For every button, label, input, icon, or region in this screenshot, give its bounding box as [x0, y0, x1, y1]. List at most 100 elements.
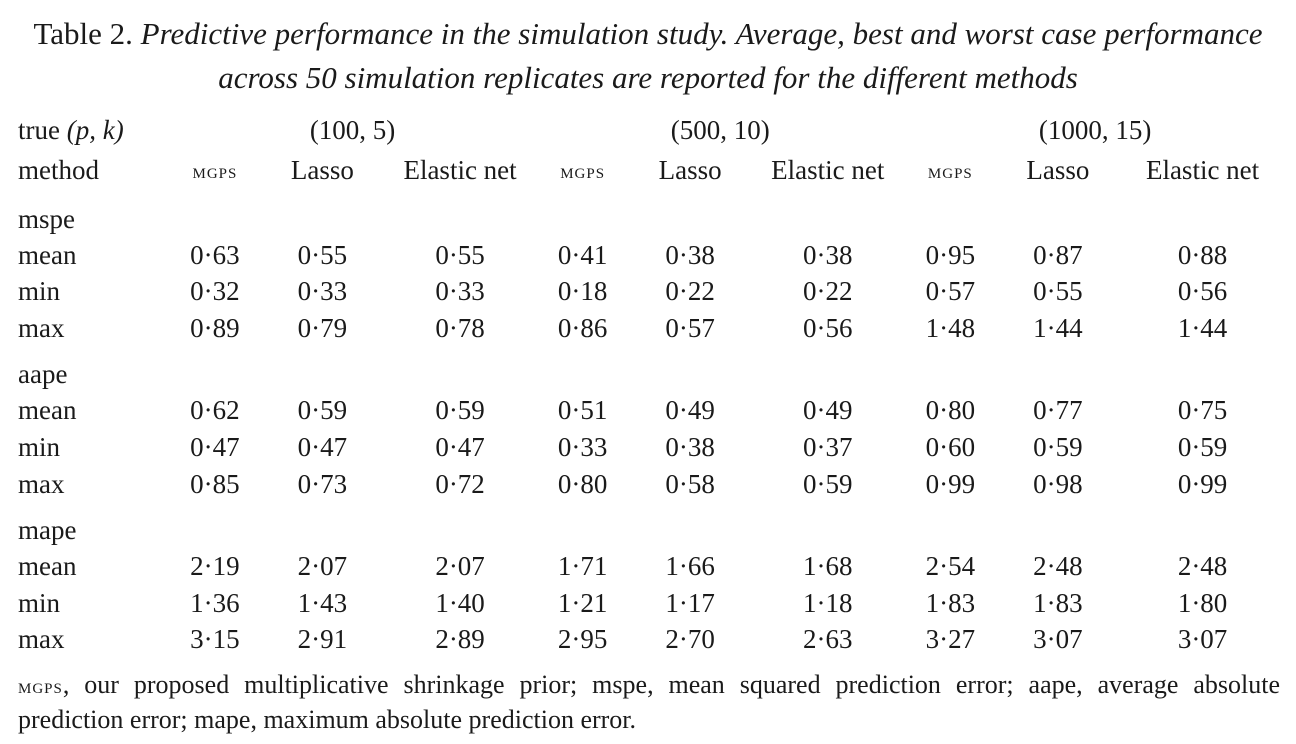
table-cell: 0·58: [665, 468, 715, 499]
table-cell: 1·21: [557, 587, 608, 618]
table-cell: 0·57: [925, 276, 976, 307]
table-cell: 0·33: [557, 431, 608, 462]
section-label: mspe: [18, 203, 75, 234]
table-caption: Table 2. Predictive performance in the s…: [0, 12, 1296, 100]
table-cell: 0·38: [665, 431, 715, 462]
true-label: true: [18, 115, 60, 145]
table-cell: 2·70: [665, 624, 715, 655]
group-header: (100, 5): [309, 115, 396, 145]
table-cell: 1·66: [665, 551, 715, 582]
table-cell: 0·47: [190, 431, 240, 462]
table-cell: 2·63: [803, 624, 853, 655]
table-row: min 0·47 0·47 0·47 0·33 0·38 0·37 0·60 0·59 0·59: [18, 429, 1286, 466]
table-cell: 0·38: [665, 239, 715, 270]
row-label: min: [18, 276, 61, 307]
table-cell: 0·51: [557, 395, 608, 426]
table-cell: 0·55: [297, 239, 348, 270]
table-cell: 2·07: [297, 551, 348, 582]
table-cell: 2·54: [925, 551, 976, 582]
table-cell: 0·49: [665, 395, 715, 426]
table-cell: 0·41: [557, 239, 608, 270]
section-row: mape: [18, 502, 1286, 548]
table-cell: 3·07: [1033, 624, 1083, 655]
table-cell: 0·33: [435, 276, 485, 307]
table-body: true (p, k) (100, 5) (500, 10) (1000, 15…: [18, 112, 1286, 658]
table-cell: 1·68: [803, 551, 853, 582]
table-cell: 0·33: [297, 276, 348, 307]
pk-label: (p, k): [66, 115, 124, 145]
table-cell: 0·57: [665, 312, 715, 343]
table-cell: 0·18: [557, 276, 608, 307]
table-cell: 1·83: [925, 587, 976, 618]
header-row-method: method mgps Lasso Elastic net mgps Lasso…: [18, 149, 1286, 191]
table-cell: 0·32: [190, 276, 240, 307]
table-cell: 0·85: [190, 468, 240, 499]
row-label: max: [18, 312, 65, 343]
table-cell: 0·59: [435, 395, 485, 426]
group-header: (500, 10): [670, 115, 770, 145]
table-cell: 0·73: [297, 468, 348, 499]
table-cell: 0·59: [1177, 431, 1228, 462]
table-cell: 0·55: [435, 239, 485, 270]
table-cell: 1·48: [925, 312, 976, 343]
table-cell: 0·88: [1177, 239, 1228, 270]
table-cell: 1·17: [665, 587, 715, 618]
table-cell: 1·71: [557, 551, 608, 582]
table-cell: 0·47: [297, 431, 348, 462]
table-cell: 0·63: [190, 239, 240, 270]
table-row: max 0·89 0·79 0·78 0·86 0·57 0·56 1·48 1·44 1·44: [18, 310, 1286, 347]
table-cell: 0·89: [190, 312, 240, 343]
table-cell: 0·22: [803, 276, 853, 307]
section-row: aape: [18, 346, 1286, 392]
table-cell: 0·95: [925, 239, 976, 270]
table-cell: 0·56: [803, 312, 853, 343]
method-header: Elastic net: [1145, 154, 1260, 185]
method-header: Lasso: [290, 154, 354, 185]
table-cell: 0·62: [190, 395, 240, 426]
table-row: mean 0·63 0·55 0·55 0·41 0·38 0·38 0·95 0·87 0·88: [18, 237, 1286, 274]
method-header: mgps: [192, 157, 238, 183]
table-cell: 1·80: [1177, 587, 1228, 618]
table-row: mean 0·62 0·59 0·59 0·51 0·49 0·49 0·80 0·77 0·75: [18, 392, 1286, 429]
method-header: Lasso: [1026, 154, 1090, 185]
table-cell: 0·87: [1033, 239, 1083, 270]
table-row: max 0·85 0·73 0·72 0·80 0·58 0·59 0·99 0·98 0·99: [18, 466, 1286, 503]
row-label: mean: [18, 551, 77, 582]
table-cell: 0·59: [803, 468, 853, 499]
method-header: Elastic net: [403, 154, 517, 185]
table-cell: 0·78: [435, 312, 485, 343]
table-cell: 0·59: [1033, 431, 1083, 462]
method-header: mgps: [560, 157, 606, 183]
table-cell: 0·86: [557, 312, 608, 343]
row-label: mean: [18, 395, 77, 426]
header-row-true-pk: true (p, k) (100, 5) (500, 10) (1000, 15…: [18, 112, 1286, 149]
table-row: min 0·32 0·33 0·33 0·18 0·22 0·22 0·57 0·55 0·56: [18, 273, 1286, 310]
table-cell: 2·48: [1177, 551, 1228, 582]
table-cell: 0·47: [435, 431, 485, 462]
table-cell: 0·75: [1177, 395, 1228, 426]
table-cell: 1·43: [297, 587, 348, 618]
true-pk-label: true (p, k): [18, 112, 169, 149]
table-cell: 0·22: [665, 276, 715, 307]
results-table: true (p, k) (100, 5) (500, 10) (1000, 15…: [18, 112, 1286, 658]
table-cell: 2·89: [435, 624, 485, 655]
table-cell: 0·99: [925, 468, 976, 499]
table-cell: 1·83: [1033, 587, 1083, 618]
row-label: max: [18, 624, 65, 655]
table-cell: 0·49: [803, 395, 853, 426]
method-label: method: [18, 154, 99, 185]
table-row: min 1·36 1·43 1·40 1·21 1·17 1·18 1·83 1·83 1·80: [18, 585, 1286, 622]
table-cell: 0·98: [1033, 468, 1083, 499]
table-cell: 1·44: [1177, 312, 1228, 343]
table-cell: 1·40: [435, 587, 485, 618]
table-cell: 3·15: [190, 624, 240, 655]
table-cell: 0·37: [803, 431, 853, 462]
table-row: mean 2·19 2·07 2·07 1·71 1·66 1·68 2·54 2·48 2·48: [18, 548, 1286, 585]
table-cell: 0·38: [803, 239, 853, 270]
footnote-abbrev: mgps: [18, 673, 63, 698]
footnote-text: , our proposed multiplicative shrinkage …: [18, 670, 1280, 734]
table-cell: 3·27: [925, 624, 976, 655]
method-header: Elastic net: [771, 154, 885, 185]
table-row: max 3·15 2·91 2·89 2·95 2·70 2·63 3·27 3·07 3·07: [18, 621, 1286, 658]
table-cell: 0·72: [435, 468, 485, 499]
